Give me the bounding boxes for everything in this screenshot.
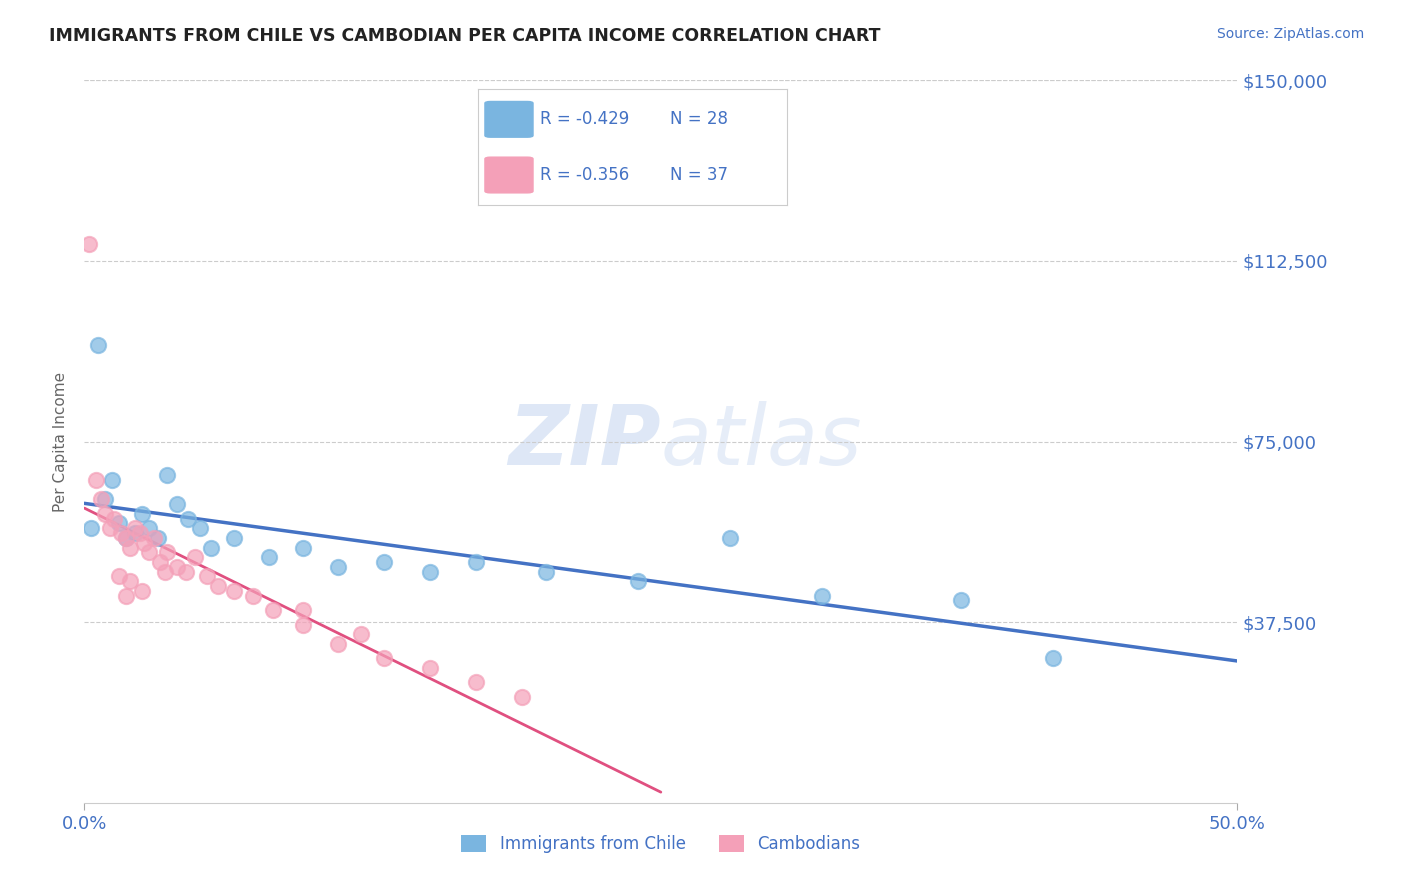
- Text: R = -0.429: R = -0.429: [540, 111, 628, 128]
- Point: [138, 545, 160, 559]
- Text: R = -0.356: R = -0.356: [540, 166, 628, 184]
- FancyBboxPatch shape: [484, 101, 534, 138]
- Point: [108, 569, 131, 583]
- Point: [131, 583, 153, 598]
- Point: [257, 550, 280, 565]
- Point: [131, 507, 153, 521]
- Point: [103, 511, 125, 525]
- Point: [94, 507, 117, 521]
- Point: [101, 473, 124, 487]
- Point: [465, 675, 488, 690]
- Point: [138, 521, 160, 535]
- Point: [110, 526, 132, 541]
- Point: [1042, 651, 1064, 665]
- Text: ZIP: ZIP: [508, 401, 661, 482]
- Point: [195, 569, 218, 583]
- Point: [146, 531, 169, 545]
- Point: [80, 521, 103, 535]
- Point: [89, 492, 111, 507]
- Point: [77, 237, 100, 252]
- Point: [534, 565, 557, 579]
- Point: [124, 526, 146, 541]
- Point: [177, 511, 200, 525]
- Point: [84, 473, 107, 487]
- Point: [128, 526, 150, 541]
- Point: [224, 583, 246, 598]
- Point: [94, 492, 117, 507]
- Point: [98, 521, 121, 535]
- Point: [142, 531, 165, 545]
- Point: [326, 559, 349, 574]
- Point: [115, 531, 138, 545]
- Point: [120, 541, 142, 555]
- Point: [627, 574, 650, 589]
- Point: [292, 541, 315, 555]
- Point: [120, 574, 142, 589]
- Point: [242, 589, 264, 603]
- Point: [811, 589, 834, 603]
- Point: [292, 603, 315, 617]
- Point: [949, 593, 972, 607]
- Point: [373, 651, 395, 665]
- Point: [350, 627, 373, 641]
- Text: N = 28: N = 28: [669, 111, 728, 128]
- Point: [465, 555, 488, 569]
- Point: [124, 521, 146, 535]
- Point: [87, 338, 110, 352]
- Point: [200, 541, 222, 555]
- Point: [718, 531, 741, 545]
- Point: [156, 468, 179, 483]
- Point: [326, 637, 349, 651]
- Point: [149, 555, 172, 569]
- Text: Source: ZipAtlas.com: Source: ZipAtlas.com: [1216, 27, 1364, 41]
- Point: [419, 565, 441, 579]
- Point: [174, 565, 197, 579]
- Point: [166, 559, 188, 574]
- Point: [115, 589, 138, 603]
- Point: [166, 497, 188, 511]
- Point: [108, 516, 131, 531]
- Y-axis label: Per Capita Income: Per Capita Income: [53, 371, 69, 512]
- Point: [188, 521, 211, 535]
- FancyBboxPatch shape: [484, 156, 534, 194]
- Point: [184, 550, 207, 565]
- Point: [373, 555, 395, 569]
- Point: [262, 603, 284, 617]
- Point: [207, 579, 229, 593]
- Point: [292, 617, 315, 632]
- Point: [153, 565, 176, 579]
- Text: IMMIGRANTS FROM CHILE VS CAMBODIAN PER CAPITA INCOME CORRELATION CHART: IMMIGRANTS FROM CHILE VS CAMBODIAN PER C…: [49, 27, 880, 45]
- Point: [224, 531, 246, 545]
- Point: [156, 545, 179, 559]
- Legend: Immigrants from Chile, Cambodians: Immigrants from Chile, Cambodians: [454, 828, 868, 860]
- Point: [134, 535, 156, 549]
- Point: [419, 661, 441, 675]
- Text: N = 37: N = 37: [669, 166, 728, 184]
- Point: [115, 531, 138, 545]
- Text: atlas: atlas: [661, 401, 862, 482]
- Point: [512, 690, 534, 704]
